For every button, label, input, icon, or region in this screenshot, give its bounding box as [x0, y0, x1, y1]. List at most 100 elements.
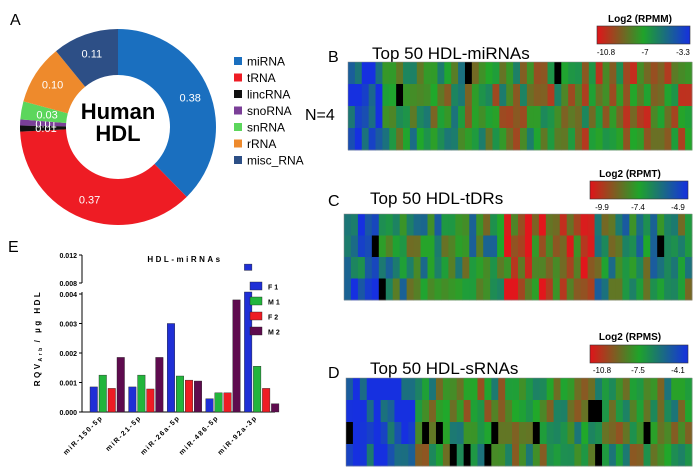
heatmap-cell: [366, 378, 375, 401]
heatmap-cell: [504, 235, 512, 258]
heatmap-cell: [524, 214, 533, 236]
heatmap-b-colorbar: [596, 25, 691, 45]
heatmap-cell: [609, 62, 617, 85]
heatmap-cell: [455, 235, 463, 258]
heatmap-cell: [441, 214, 449, 236]
donut-value-label: 0.03: [36, 110, 57, 122]
heatmap-cell: [664, 235, 672, 258]
heatmap-cell: [588, 422, 596, 445]
heatmap-cell: [657, 235, 665, 258]
heatmap-cell: [448, 257, 456, 279]
heatmap-cell: [560, 400, 568, 423]
heatmap-cell: [366, 422, 375, 445]
bar-category-label: miR-150-5p: [62, 414, 104, 456]
heatmap-cell: [671, 235, 679, 258]
heatmap-cell: [462, 257, 470, 279]
heatmap-cell: [545, 214, 554, 236]
heatmap-cell: [444, 128, 452, 151]
heatmap-cell: [378, 278, 387, 301]
heatmap-cell: [483, 214, 491, 236]
heatmap-cell: [364, 278, 373, 301]
heatmap-cell: [657, 62, 665, 85]
heatmap-cell: [469, 278, 477, 301]
heatmap-cell: [478, 62, 486, 85]
bar-legend-swatch: [249, 296, 263, 306]
heatmap-cell: [497, 214, 505, 236]
bar-y-tick-label: 0.008: [59, 281, 77, 288]
bar: [107, 388, 116, 413]
heatmap-cell: [463, 422, 471, 445]
svg-text:RQVArb/ µg HDL: RQVArb / µg HDL: [33, 290, 44, 387]
heatmap-cell: [671, 422, 679, 445]
heatmap-cell: [434, 214, 442, 236]
heatmap-cell: [396, 128, 404, 151]
heatmap-cell: [497, 257, 505, 279]
heatmap-cell: [595, 84, 603, 107]
heatmap-cell: [437, 106, 445, 129]
heatmap-cell: [650, 422, 658, 445]
heatmap-cell: [406, 214, 414, 236]
heatmap-cell: [567, 422, 575, 445]
heatmap-cell: [531, 235, 540, 258]
heatmap-cell: [532, 378, 541, 401]
bar: [253, 366, 262, 413]
heatmap-cell: [636, 106, 645, 129]
heatmap-cell: [608, 257, 616, 279]
heatmap-cell: [499, 128, 507, 151]
heatmap-cell: [394, 444, 402, 467]
heatmap-cell: [401, 444, 409, 467]
heatmap-cell: [361, 128, 370, 151]
heatmap-cell: [588, 400, 596, 423]
heatmap-cell: [455, 257, 463, 279]
bar-legend-label: M1: [268, 300, 282, 307]
heatmap-cell: [650, 278, 658, 301]
heatmap-cell: [685, 106, 693, 129]
heatmap-cell: [588, 128, 597, 151]
heatmap-cell: [458, 62, 466, 85]
heatmap-d-colorbar: [589, 344, 689, 364]
legend-swatch: [234, 57, 242, 65]
heatmap-cell: [520, 84, 528, 107]
heatmap-cell: [573, 257, 582, 279]
heatmap-cell: [664, 106, 672, 129]
heatmap-cell: [491, 444, 499, 467]
heatmap-cell: [375, 128, 383, 151]
heatmap-d: [345, 377, 693, 467]
heatmap-cell: [636, 235, 644, 258]
heatmap-cell: [416, 106, 425, 129]
heatmap-cell: [587, 257, 595, 279]
heatmap-cell: [587, 235, 595, 258]
bar: [223, 392, 232, 413]
heatmap-cell: [470, 400, 478, 423]
heatmap-cell: [685, 400, 693, 423]
heatmap-cell: [483, 278, 491, 301]
heatmap-cell: [462, 235, 470, 258]
heatmap-cell: [449, 400, 458, 423]
heatmap-cell: [492, 128, 500, 151]
heatmap-cell: [554, 62, 562, 85]
heatmap-cell: [546, 422, 554, 445]
bar: [271, 403, 280, 413]
heatmap-cell: [387, 378, 395, 401]
heatmap-cell: [462, 214, 470, 236]
heatmap-cell: [601, 257, 609, 279]
heatmap-cell: [401, 422, 409, 445]
heatmap-cell: [533, 106, 542, 129]
heatmap-cell: [643, 400, 651, 423]
heatmap-cell: [499, 84, 507, 107]
heatmap-cell: [359, 400, 368, 423]
heatmap-cell: [581, 128, 590, 151]
heatmap-cell: [573, 214, 582, 236]
heatmap-cell: [505, 400, 513, 423]
heatmap-cell: [581, 378, 589, 401]
heatmap-cell: [636, 422, 644, 445]
heatmap-cell: [519, 444, 527, 467]
heatmap-cell: [366, 444, 375, 467]
heatmap-cell: [385, 214, 394, 236]
heatmap-cell: [561, 62, 569, 85]
bar-legend-swatch: [249, 326, 263, 336]
heatmap-cell: [554, 106, 562, 129]
heatmap-cell: [415, 422, 423, 445]
legend-swatch: [234, 90, 242, 98]
heatmap-cell: [678, 106, 686, 129]
